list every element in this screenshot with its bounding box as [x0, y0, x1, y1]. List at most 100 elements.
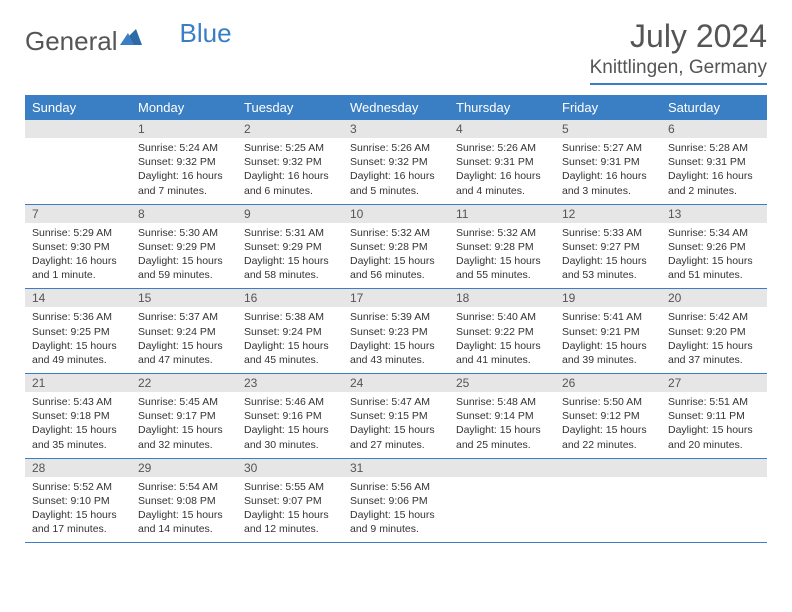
sunset-text: Sunset: 9:23 PM: [350, 325, 442, 339]
day-number: 29: [131, 458, 237, 477]
day-header: Wednesday: [343, 95, 449, 120]
day-cell: Sunrise: 5:54 AMSunset: 9:08 PMDaylight:…: [131, 477, 237, 543]
sunrise-text: Sunrise: 5:40 AM: [456, 310, 548, 324]
day-cell: Sunrise: 5:32 AMSunset: 9:28 PMDaylight:…: [449, 223, 555, 289]
sunrise-text: Sunrise: 5:36 AM: [32, 310, 124, 324]
sunrise-text: Sunrise: 5:31 AM: [244, 226, 336, 240]
day-cell: Sunrise: 5:41 AMSunset: 9:21 PMDaylight:…: [555, 307, 661, 373]
day-content-row: Sunrise: 5:24 AMSunset: 9:32 PMDaylight:…: [25, 138, 767, 204]
sunrise-text: Sunrise: 5:28 AM: [668, 141, 760, 155]
daylight-text: Daylight: 15 hours and 22 minutes.: [562, 423, 654, 451]
day-cell: [661, 477, 767, 543]
day-content-row: Sunrise: 5:36 AMSunset: 9:25 PM Daylight:…: [25, 307, 767, 373]
day-number: 30: [237, 458, 343, 477]
sunset-text: Sunset: 9:17 PM: [138, 409, 230, 423]
location-label: Knittlingen, Germany: [590, 57, 767, 85]
day-number: [555, 458, 661, 477]
sunset-text: Sunset: 9:20 PM: [668, 325, 760, 339]
sunrise-text: Sunrise: 5:39 AM: [350, 310, 442, 324]
month-title: July 2024: [590, 18, 767, 55]
day-cell: Sunrise: 5:42 AMSunset: 9:20 PMDaylight:…: [661, 307, 767, 373]
sunrise-text: Sunrise: 5:51 AM: [668, 395, 760, 409]
day-header: Monday: [131, 95, 237, 120]
day-number: 18: [449, 289, 555, 308]
day-header: Sunday: [25, 95, 131, 120]
daylight-text: Daylight: 15 hours and 58 minutes.: [244, 254, 336, 282]
day-cell: Sunrise: 5:24 AMSunset: 9:32 PMDaylight:…: [131, 138, 237, 204]
sunset-text: Sunset: 9:25 PM: [32, 325, 124, 339]
day-cell: Sunrise: 5:33 AMSunset: 9:27 PMDaylight:…: [555, 223, 661, 289]
sunset-text: Sunset: 9:26 PM: [668, 240, 760, 254]
day-cell: Sunrise: 5:28 AMSunset: 9:31 PMDaylight:…: [661, 138, 767, 204]
daylight-text: Daylight: 15 hours and 51 minutes.: [668, 254, 760, 282]
sunset-text: Sunset: 9:28 PM: [456, 240, 548, 254]
sunset-text: Sunset: 9:32 PM: [138, 155, 230, 169]
day-cell: [449, 477, 555, 543]
day-cell: Sunrise: 5:34 AMSunset: 9:26 PMDaylight:…: [661, 223, 767, 289]
day-header-row: Sunday Monday Tuesday Wednesday Thursday…: [25, 95, 767, 120]
sunrise-text: Sunrise: 5:30 AM: [138, 226, 230, 240]
day-cell: Sunrise: 5:32 AMSunset: 9:28 PMDaylight:…: [343, 223, 449, 289]
day-cell: Sunrise: 5:26 AMSunset: 9:32 PMDaylight:…: [343, 138, 449, 204]
sunrise-text: Sunrise: 5:45 AM: [138, 395, 230, 409]
daylight-text: Daylight: 15 hours and 47 minutes.: [138, 339, 230, 367]
calendar-table: Sunday Monday Tuesday Wednesday Thursday…: [25, 95, 767, 543]
header: General Blue July 2024 Knittlingen, Germ…: [25, 18, 767, 85]
sunrise-text: Sunrise: 5:43 AM: [32, 395, 124, 409]
daylight-text: Daylight: 15 hours and 56 minutes.: [350, 254, 442, 282]
day-number-row: 21222324252627: [25, 374, 767, 393]
sunset-text: Sunset: 9:16 PM: [244, 409, 336, 423]
sunrise-text: Sunrise: 5:32 AM: [350, 226, 442, 240]
sunset-text: Sunset: 9:28 PM: [350, 240, 442, 254]
sunset-text: Sunset: 9:24 PM: [244, 325, 336, 339]
day-cell: Sunrise: 5:39 AMSunset: 9:23 PMDaylight:…: [343, 307, 449, 373]
day-number: 4: [449, 120, 555, 138]
day-cell: Sunrise: 5:50 AMSunset: 9:12 PMDaylight:…: [555, 392, 661, 458]
day-number: 10: [343, 204, 449, 223]
sunset-text: Sunset: 9:15 PM: [350, 409, 442, 423]
day-number: [25, 120, 131, 138]
sunset-text: Sunset: 9:31 PM: [456, 155, 548, 169]
day-number: 16: [237, 289, 343, 308]
day-number: 17: [343, 289, 449, 308]
day-cell: Sunrise: 5:36 AMSunset: 9:25 PMDaylight:…: [25, 307, 131, 373]
day-number: 9: [237, 204, 343, 223]
day-number: 15: [131, 289, 237, 308]
sunrise-text: Sunrise: 5:26 AM: [456, 141, 548, 155]
sunset-text: Sunset: 9:07 PM: [244, 494, 336, 508]
day-cell: [25, 138, 131, 204]
daylight-text: Daylight: 15 hours and 45 minutes.: [244, 339, 336, 367]
sunset-text: Sunset: 9:30 PM: [32, 240, 124, 254]
day-content-row: Sunrise: 5:29 AMSunset: 9:30 PMDaylight:…: [25, 223, 767, 289]
day-number-row: 28293031: [25, 458, 767, 477]
day-number: 19: [555, 289, 661, 308]
sunset-text: Sunset: 9:22 PM: [456, 325, 548, 339]
sunrise-text: Sunrise: 5:48 AM: [456, 395, 548, 409]
day-number: 1: [131, 120, 237, 138]
daylight-text: Daylight: 15 hours and 37 minutes.: [668, 339, 760, 367]
daylight-text: Daylight: 15 hours and 12 minutes.: [244, 508, 336, 536]
day-cell: Sunrise: 5:45 AMSunset: 9:17 PMDaylight:…: [131, 392, 237, 458]
day-cell: Sunrise: 5:43 AMSunset: 9:18 PMDaylight:…: [25, 392, 131, 458]
day-cell: Sunrise: 5:38 AMSunset: 9:24 PMDaylight:…: [237, 307, 343, 373]
sunset-text: Sunset: 9:11 PM: [668, 409, 760, 423]
daylight-text: Daylight: 15 hours and 53 minutes.: [562, 254, 654, 282]
sunset-text: Sunset: 9:32 PM: [350, 155, 442, 169]
sunrise-text: Sunrise: 5:24 AM: [138, 141, 230, 155]
day-number: 20: [661, 289, 767, 308]
day-number: [661, 458, 767, 477]
day-number: 2: [237, 120, 343, 138]
daylight-text: Daylight: 15 hours and 20 minutes.: [668, 423, 760, 451]
day-cell: Sunrise: 5:27 AMSunset: 9:31 PMDaylight:…: [555, 138, 661, 204]
daylight-text: Daylight: 16 hours and 3 minutes.: [562, 169, 654, 197]
daylight-text: Daylight: 15 hours and 9 minutes.: [350, 508, 442, 536]
day-cell: Sunrise: 5:37 AMSunset: 9:24 PMDaylight:…: [131, 307, 237, 373]
daylight-text: Daylight: 15 hours and 39 minutes.: [562, 339, 654, 367]
day-number-row: 14151617181920: [25, 289, 767, 308]
day-header: Friday: [555, 95, 661, 120]
day-number: 28: [25, 458, 131, 477]
day-number: 31: [343, 458, 449, 477]
day-number: 14: [25, 289, 131, 308]
sunrise-text: Sunrise: 5:37 AM: [138, 310, 230, 324]
sunset-text: Sunset: 9:32 PM: [244, 155, 336, 169]
